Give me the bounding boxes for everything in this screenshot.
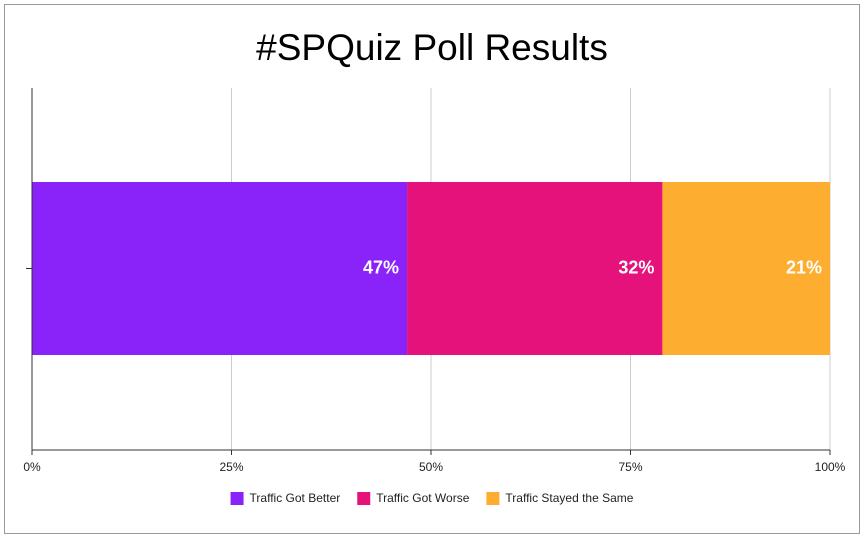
data-label: 21% [786, 257, 822, 277]
x-tick-label: 25% [219, 460, 243, 474]
legend-label: Traffic Stayed the Same [505, 491, 633, 505]
legend-label: Traffic Got Better [250, 491, 341, 505]
chart-title: #SPQuiz Poll Results [256, 27, 608, 68]
x-tick-label: 0% [23, 460, 41, 474]
data-label: 32% [618, 257, 654, 277]
bar-segment [407, 182, 663, 355]
legend-swatch [230, 492, 244, 505]
legend-swatch [357, 492, 371, 505]
x-tick-label: 75% [618, 460, 642, 474]
data-label: 47% [363, 257, 399, 277]
x-tick-label: 100% [815, 460, 846, 474]
bar-segment [32, 182, 408, 355]
legend: Traffic Got Better Traffic Got Worse Traff… [230, 491, 634, 505]
legend-swatch [486, 492, 500, 505]
bar-segment [662, 182, 830, 355]
x-tick-label: 50% [419, 460, 443, 474]
legend-label: Traffic Got Worse [376, 491, 469, 505]
